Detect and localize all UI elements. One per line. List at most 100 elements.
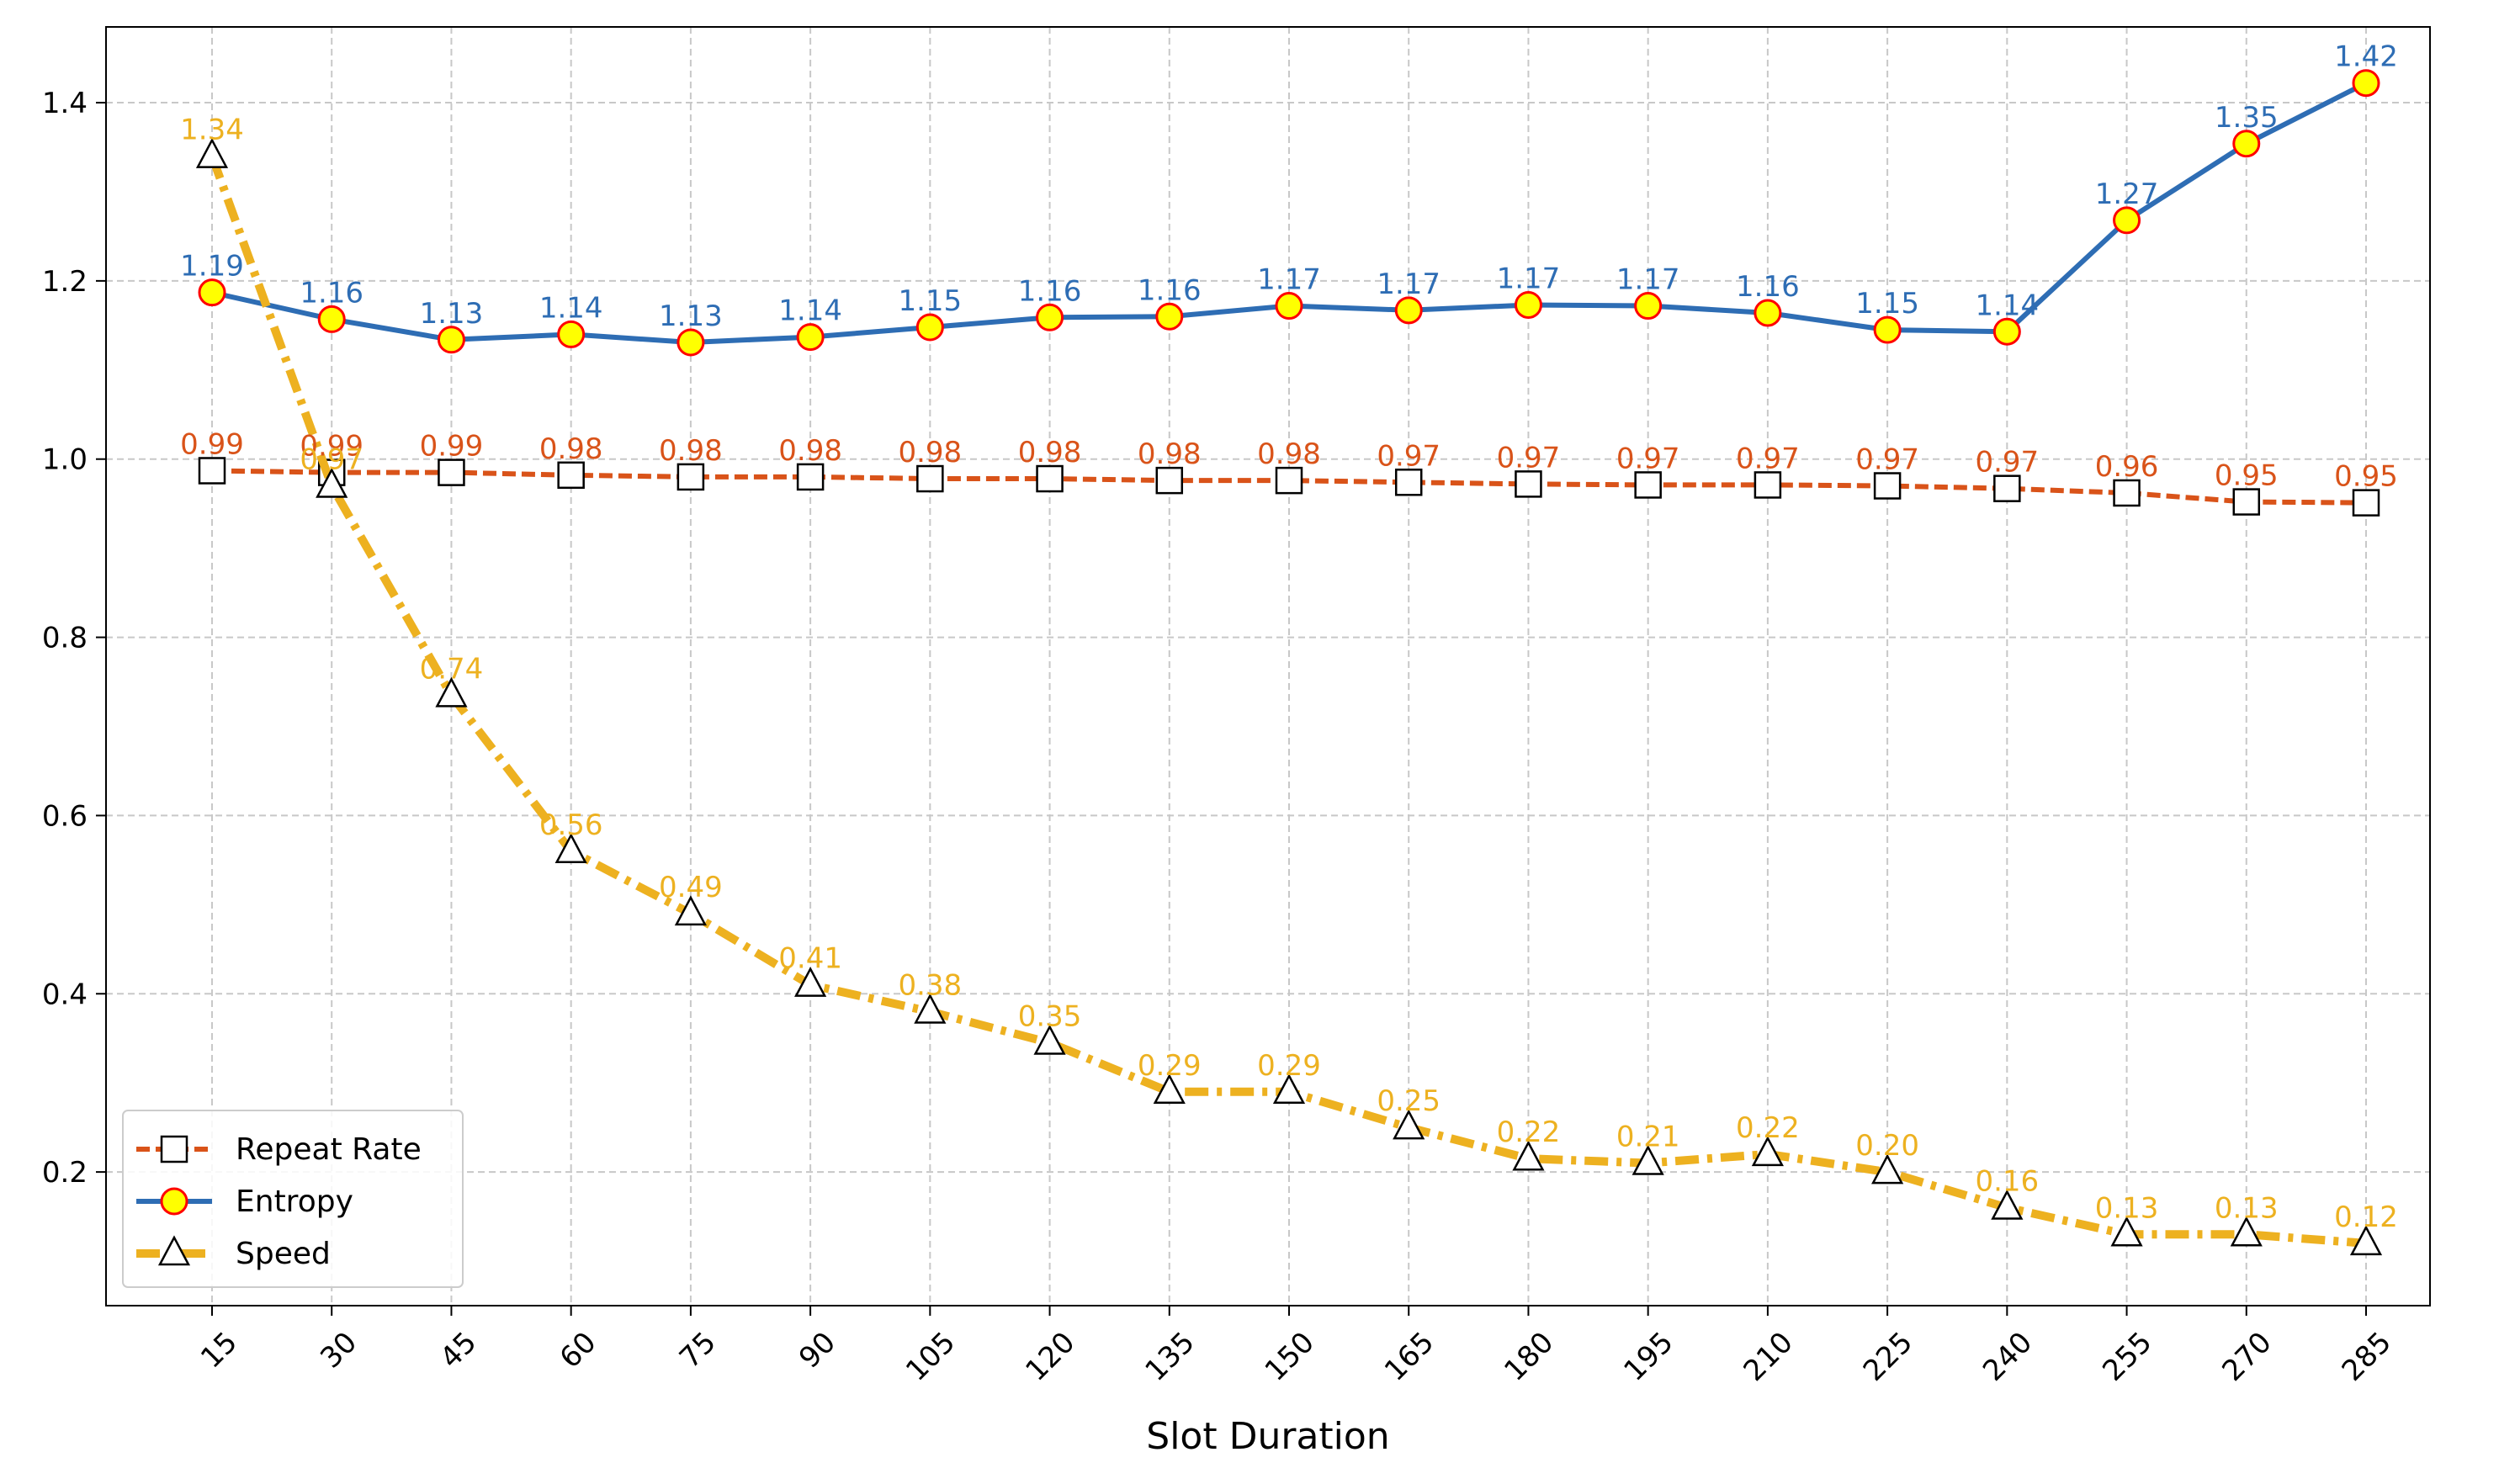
speed-data-label: 0.35 bbox=[1018, 1000, 1082, 1034]
repeat-data-label: 0.97 bbox=[1736, 442, 1800, 475]
entropy-point bbox=[1992, 317, 2021, 346]
legend-item-entropy: Entropy bbox=[136, 1185, 353, 1219]
speed-data-label: 0.22 bbox=[1497, 1116, 1561, 1149]
legend: Repeat Rate Entropy Speed bbox=[122, 1110, 464, 1288]
repeat-point bbox=[916, 464, 944, 493]
entropy-data-label: 1.42 bbox=[2334, 40, 2398, 74]
repeat-data-label: 0.98 bbox=[1257, 437, 1321, 471]
speed-point bbox=[195, 137, 229, 168]
entropy-data-label: 1.27 bbox=[2095, 178, 2159, 211]
repeat-point bbox=[796, 463, 825, 491]
entropy-data-label: 1.13 bbox=[659, 299, 723, 333]
speed-data-label: 1.34 bbox=[180, 114, 244, 147]
repeat-data-label: 0.98 bbox=[539, 432, 603, 466]
y-tick-label: 0.8 bbox=[42, 622, 88, 655]
entropy-data-label: 1.17 bbox=[1616, 263, 1680, 297]
entropy-data-label: 1.35 bbox=[2215, 101, 2279, 135]
entropy-point bbox=[317, 305, 346, 333]
speed-point bbox=[2349, 1225, 2383, 1256]
x-tick-label: 75 bbox=[673, 1326, 723, 1375]
entropy-data-label: 1.15 bbox=[898, 284, 962, 318]
legend-box bbox=[122, 1110, 464, 1288]
entropy-point bbox=[437, 326, 465, 354]
speed-point bbox=[914, 993, 947, 1024]
repeat-point bbox=[1754, 471, 1782, 499]
y-axis: 0.2 0.4 0.6 0.8 1.0 1.2 1.4 bbox=[42, 87, 106, 1190]
repeat-point bbox=[1873, 472, 1902, 500]
series-layer bbox=[195, 69, 2383, 1256]
repeat-data-label: 0.98 bbox=[659, 434, 723, 468]
entropy-data-label: 1.16 bbox=[1736, 270, 1800, 304]
speed-data-label: 0.20 bbox=[1855, 1129, 1919, 1163]
speed-point bbox=[674, 895, 707, 926]
entropy-data-label: 1.17 bbox=[1497, 262, 1561, 295]
x-tick-label: 270 bbox=[2215, 1326, 2278, 1388]
y-tick-label: 1.0 bbox=[42, 443, 88, 477]
entropy-point bbox=[1394, 296, 1423, 325]
repeat-data-label: 0.98 bbox=[1138, 437, 1202, 471]
entropy-point bbox=[2352, 69, 2380, 98]
speed-point bbox=[1632, 1144, 1664, 1175]
plot-frame bbox=[105, 26, 2431, 1306]
repeat-data-label: 0.97 bbox=[1616, 442, 1680, 475]
y-tick-label: 1.2 bbox=[42, 265, 88, 299]
entropy-data-label: 1.15 bbox=[1855, 287, 1919, 321]
x-tick-label: 60 bbox=[554, 1326, 603, 1375]
x-tick-label: 45 bbox=[433, 1326, 483, 1375]
speed-data-label: 0.13 bbox=[2095, 1191, 2159, 1225]
entropy-point bbox=[1036, 303, 1064, 331]
x-tick-label: 255 bbox=[2096, 1326, 2158, 1388]
entropy-point bbox=[1634, 292, 1663, 321]
repeat-data-label: 0.97 bbox=[1497, 441, 1561, 474]
speed-point bbox=[1153, 1073, 1186, 1105]
entropy-point bbox=[796, 323, 825, 352]
entropy-data-label: 1.14 bbox=[539, 291, 603, 325]
x-tick-label: 180 bbox=[1498, 1326, 1560, 1388]
x-tick-label: 90 bbox=[793, 1326, 842, 1375]
speed-data-label: 0.56 bbox=[539, 808, 603, 842]
entropy-point bbox=[2232, 130, 2261, 158]
y-tick-label: 0.4 bbox=[42, 978, 88, 1011]
entropy-data-label: 1.13 bbox=[420, 297, 484, 331]
entropy-data-label: 1.14 bbox=[1975, 289, 2039, 322]
repeat-point bbox=[438, 458, 465, 486]
speed-data-label: 0.12 bbox=[2334, 1200, 2398, 1234]
speed-data-label: 0.29 bbox=[1257, 1049, 1321, 1083]
speed-point bbox=[1512, 1140, 1545, 1171]
x-tick-label: 225 bbox=[1857, 1326, 1919, 1388]
entropy-point bbox=[915, 313, 944, 342]
speed-data-label: 0.13 bbox=[2215, 1191, 2279, 1225]
legend-label: Repeat Rate bbox=[236, 1132, 422, 1167]
speed-data-label: 0.22 bbox=[1736, 1111, 1800, 1145]
entropy-data-label: 1.19 bbox=[180, 250, 244, 284]
repeat-point bbox=[557, 461, 585, 490]
repeat-data-label: 0.98 bbox=[898, 436, 962, 469]
repeat-point bbox=[2352, 489, 2380, 517]
speed-point bbox=[316, 467, 348, 498]
repeat-point bbox=[2113, 479, 2141, 507]
repeat-data-label: 0.99 bbox=[300, 430, 363, 464]
speed-point bbox=[435, 676, 468, 708]
x-tick-label: 135 bbox=[1138, 1326, 1201, 1388]
legend-label: Speed bbox=[236, 1237, 331, 1271]
series-entropy bbox=[198, 69, 2380, 357]
repeat-point bbox=[1515, 470, 1542, 498]
legend-marker bbox=[160, 1187, 188, 1216]
repeat-point bbox=[1634, 471, 1662, 499]
speed-point bbox=[554, 833, 587, 864]
repeat-point bbox=[198, 457, 226, 485]
repeat-point bbox=[1993, 474, 2021, 502]
y-tick-label: 1.4 bbox=[42, 87, 88, 120]
x-tick-label: 195 bbox=[1617, 1326, 1679, 1388]
repeat-data-label: 0.99 bbox=[180, 427, 244, 461]
entropy-point bbox=[1514, 290, 1542, 319]
repeat-point bbox=[676, 463, 705, 491]
repeat-data-label: 0.97 bbox=[1377, 439, 1441, 473]
speed-data-label: 0.21 bbox=[1616, 1121, 1680, 1154]
entropy-point bbox=[2113, 206, 2141, 235]
repeat-point bbox=[1275, 466, 1303, 495]
repeat-data-label: 0.97 bbox=[1975, 446, 2039, 480]
speed-data-label: 0.38 bbox=[898, 968, 962, 1002]
entropy-point bbox=[198, 278, 226, 307]
